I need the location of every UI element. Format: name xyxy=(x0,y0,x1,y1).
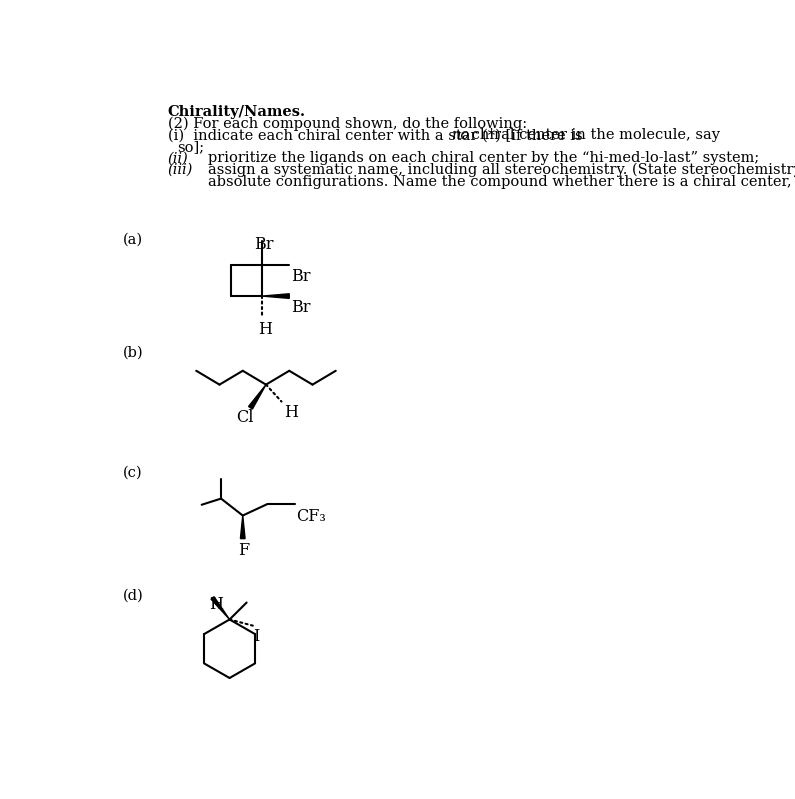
Text: (d): (d) xyxy=(122,589,143,602)
Text: H: H xyxy=(284,403,298,421)
Polygon shape xyxy=(211,597,230,619)
Text: Chirality/Names.: Chirality/Names. xyxy=(168,105,305,119)
Text: (b): (b) xyxy=(122,346,143,360)
Text: (iii): (iii) xyxy=(168,163,193,177)
Text: no: no xyxy=(452,128,470,142)
Text: (i)  indicate each chiral center with a star (*) [if there is: (i) indicate each chiral center with a s… xyxy=(168,128,587,142)
Polygon shape xyxy=(240,515,245,539)
Text: CF₃: CF₃ xyxy=(297,508,326,525)
Text: assign a systematic name, including all stereochemistry. (State stereochemistry : assign a systematic name, including all … xyxy=(207,163,795,177)
Text: H: H xyxy=(209,595,223,613)
Text: Cl: Cl xyxy=(237,409,254,427)
Text: H: H xyxy=(258,321,272,339)
Text: I: I xyxy=(254,628,260,645)
Polygon shape xyxy=(249,384,266,409)
Text: (2) For each compound shown, do the following:: (2) For each compound shown, do the foll… xyxy=(168,117,527,131)
Polygon shape xyxy=(262,294,289,298)
Text: so];: so]; xyxy=(176,140,204,153)
Text: F: F xyxy=(238,543,249,559)
Text: (ii): (ii) xyxy=(168,151,188,165)
Text: Br: Br xyxy=(291,299,310,316)
Text: (c): (c) xyxy=(122,466,142,479)
Text: prioritize the ligands on each chiral center by the “hi-med-lo-last” system;: prioritize the ligands on each chiral ce… xyxy=(207,151,759,165)
Text: Br: Br xyxy=(254,236,273,253)
Text: Br: Br xyxy=(291,268,310,285)
Text: chiral center in the molecule, say: chiral center in the molecule, say xyxy=(467,128,720,142)
Text: (a): (a) xyxy=(122,233,143,247)
Text: absolute configurations. Name the compound whether there is a chiral center, or : absolute configurations. Name the compou… xyxy=(207,174,795,189)
